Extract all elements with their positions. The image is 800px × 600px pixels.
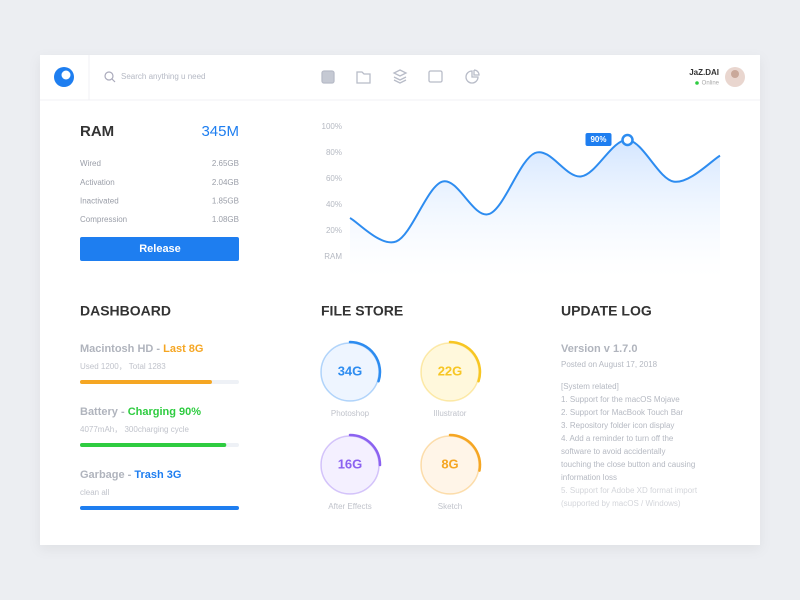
nav-icons [321, 69, 480, 84]
progress-bar [80, 380, 212, 384]
file-arc [448, 340, 482, 383]
log-line: software to avoid accidentally [561, 447, 666, 456]
ram-title: RAM [80, 123, 114, 140]
item-name: Battery - [80, 406, 128, 418]
file-items: 34G Photoshop 22G Illustrator 16G After Effec… [320, 340, 482, 511]
dashboard-title: DASHBOARD [80, 303, 171, 319]
log-lines: [System related] 1. Support for the macOS… [561, 382, 698, 508]
value-label: 90% [590, 135, 606, 144]
item-title: Battery - Charging 90% [80, 406, 201, 418]
file-name: Illustrator [434, 409, 467, 418]
log-version: Version v 1.7.0 [561, 343, 637, 355]
ram-rows: Wired 2.65GB Activation 2.04GB Inactivated 1.… [80, 159, 239, 224]
file-size: 8G [441, 456, 458, 471]
file-arc [448, 433, 482, 472]
ram-row-value: 2.04GB [212, 178, 239, 187]
dashboard-items: Macintosh HD - Last 8G Used 1200， Total 1… [80, 343, 239, 510]
log-line: touching the close button and causing [561, 460, 695, 469]
search-icon-handle [111, 78, 116, 83]
file-arc [348, 340, 382, 383]
file-size: 22G [438, 363, 463, 378]
file-name: Photoshop [331, 409, 370, 418]
value-badge [585, 133, 612, 146]
updatelog-title: UPDATE LOG [561, 303, 652, 319]
y-tick-label: 100% [322, 122, 342, 131]
item-detail: Used 1200， Total 1283 [80, 362, 166, 371]
nav-chart[interactable] [465, 69, 480, 84]
ram-total: 345M [201, 123, 239, 140]
ram-row-label: Wired [80, 159, 101, 168]
logo-inner [61, 70, 71, 80]
user-status: Online [702, 81, 720, 87]
file-name: Sketch [438, 502, 462, 511]
file-arc [348, 433, 382, 467]
log-line: [System related] [561, 382, 619, 391]
item-title: Garbage - Trash 3G [80, 469, 181, 481]
progress-bar [80, 443, 227, 447]
log-line: 4. Add a reminder to turn off the [561, 434, 674, 443]
log-posted: Posted on August 17, 2018 [561, 360, 658, 369]
log-line: information loss [561, 473, 617, 482]
filestore-title: FILE STORE [321, 303, 403, 319]
file-size: 34G [338, 363, 363, 378]
nav-layers[interactable] [392, 69, 408, 84]
ram-row-value: 2.65GB [212, 159, 239, 168]
ram-row-label: Compression [80, 215, 127, 224]
ram-row-label: Inactivated [80, 197, 119, 206]
release-label: Release [139, 243, 181, 255]
y-tick-label: 80% [326, 148, 342, 157]
log-line: 3. Repository folder icon display [561, 421, 674, 430]
user-name: JaZ.DAI [689, 68, 719, 77]
y-tick-label: 20% [326, 226, 342, 235]
file-name: After Effects [328, 502, 371, 511]
item-title: Macintosh HD - Last 8G [80, 343, 203, 355]
item-name: Garbage - [80, 469, 134, 481]
item-detail: 4077mAh， 300charging cycle [80, 425, 190, 434]
file-size: 16G [338, 456, 363, 471]
log-line: 1. Support for the macOS Mojave [561, 395, 680, 404]
y-tick-label: RAM [324, 252, 342, 261]
item-detail: clean all [80, 488, 110, 497]
progress-bar [80, 506, 239, 510]
item-status: Charging 90% [128, 406, 202, 418]
item-name: Macintosh HD - [80, 343, 163, 355]
avatar-face [731, 70, 739, 78]
nav-save[interactable] [321, 70, 335, 84]
log-line: 2. Support for MacBook Touch Bar [561, 408, 683, 417]
status-dot [695, 81, 699, 85]
item-status: Last 8G [163, 343, 203, 355]
log-line: 5. Support for Adobe XD format import [561, 486, 698, 495]
release-button[interactable] [80, 237, 239, 261]
line [349, 138, 721, 244]
ram-row-value: 1.08GB [212, 215, 239, 224]
nav-folder[interactable] [356, 71, 371, 84]
nav-image[interactable] [428, 70, 443, 83]
ram-chart: RAM 20% 40% 60% 80% 100% 90% [322, 122, 721, 277]
card [40, 55, 760, 545]
item-status: Trash 3G [134, 469, 181, 481]
y-tick-label: 60% [326, 174, 342, 183]
ram-row-label: Activation [80, 178, 115, 187]
search-icon [104, 71, 114, 81]
ram-row-value: 1.85GB [212, 197, 239, 206]
highlight-point [621, 133, 634, 147]
search-input[interactable]: Search anything u need [121, 72, 206, 81]
y-tick-label: 40% [326, 200, 342, 209]
log-line: (supported by macOS / Windows) [561, 499, 681, 508]
area [350, 139, 720, 277]
